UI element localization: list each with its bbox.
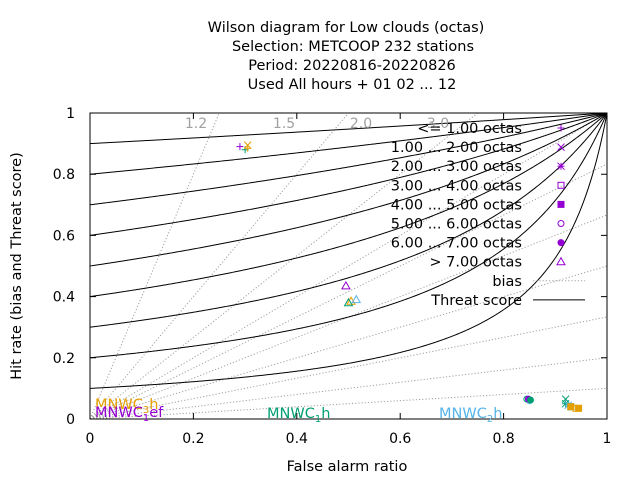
bias-line <box>90 113 607 419</box>
legend-marker <box>557 124 565 132</box>
data-point <box>351 294 362 304</box>
bias-line <box>90 113 220 419</box>
bias-label: 1.5 <box>273 116 295 132</box>
chart-title: Wilson diagram for Low clouds (octas) Se… <box>208 20 485 93</box>
legend-marker <box>557 239 565 247</box>
bias-line <box>90 163 607 419</box>
legend-marker <box>557 143 565 151</box>
data-point <box>343 297 354 307</box>
data-point <box>575 404 583 412</box>
data-point <box>236 143 244 151</box>
legend-label: > 7.00 octas <box>429 255 522 271</box>
threat-score-curve <box>90 113 607 328</box>
bias-line <box>90 265 607 419</box>
y-tick-label: 0.6 <box>53 228 75 244</box>
legend-marker <box>556 256 566 266</box>
data-point <box>244 144 252 152</box>
legend-label: 3.00 ... 4.00 octas <box>391 178 522 194</box>
bias-label: 2.0 <box>350 116 372 132</box>
model-label: MNWC3h <box>95 397 158 416</box>
legend-label: 6.00 ... 7.00 octas <box>391 236 522 252</box>
legend-label: 1.00 ... 2.00 octas <box>391 140 522 156</box>
threat-score-curve <box>90 113 607 267</box>
legend-label: <= 1.00 octas <box>417 121 522 137</box>
plot-frame <box>89 112 608 420</box>
threat-score-curve <box>90 113 607 206</box>
data-point <box>526 396 534 404</box>
bias-line <box>90 357 607 419</box>
x-tick-label: 0.4 <box>286 431 308 447</box>
bias-label: 3.0 <box>427 116 449 132</box>
legend-label: 5.00 ... 6.00 octas <box>391 217 522 233</box>
legend-label: 4.00 ... 5.00 octas <box>391 197 522 213</box>
y-axis-label: Hit rate (bias and Threat score) <box>9 152 25 380</box>
legend-threat-label: Threat score <box>430 293 522 309</box>
threat-score-curve <box>90 113 607 175</box>
data-point <box>561 399 570 408</box>
y-tick-label: 0.4 <box>53 290 75 306</box>
data-point <box>341 280 351 290</box>
model-label: MNWC2h <box>439 406 502 425</box>
title-line-3: Period: 20220816-20220826 <box>248 58 456 74</box>
title-line-2: Selection: METCOOP 232 stations <box>232 39 474 55</box>
legend-marker <box>557 220 565 227</box>
title-line-4: Used All hours + 01 02 ... 12 <box>248 77 457 93</box>
x-tick-label: 0.8 <box>492 431 514 447</box>
x-tick-label: 0 <box>86 431 95 447</box>
bias-label: 1.2 <box>185 116 207 132</box>
model-label: MNWC1ef <box>95 405 164 424</box>
x-axis-label: False alarm ratio <box>287 459 408 475</box>
legend-marker <box>557 162 565 171</box>
bias-line <box>90 113 479 419</box>
y-tick-label: 1 <box>66 106 75 122</box>
legend-marker <box>557 181 565 189</box>
threat-score-curve <box>90 113 607 236</box>
legend-bias-label: bias <box>492 274 522 290</box>
bias-line <box>90 316 607 419</box>
threat-score-curve <box>90 113 607 298</box>
x-tick-label: 1 <box>603 431 612 447</box>
threat-score-curve <box>90 115 607 389</box>
title-line-1: Wilson diagram for Low clouds (octas) <box>208 20 485 36</box>
x-tick-label: 0.2 <box>182 431 204 447</box>
threat-score-curve <box>90 114 607 359</box>
y-tick-label: 0.2 <box>53 351 75 367</box>
threat-score-curve <box>90 113 607 145</box>
model-label: MNWC1h <box>267 406 330 425</box>
y-tick-label: 0 <box>66 412 75 428</box>
y-tick-label: 0.8 <box>53 167 75 183</box>
legend-marker <box>557 200 565 208</box>
x-tick-label: 0.6 <box>389 431 411 447</box>
data-point <box>243 141 252 149</box>
legend-label: 2.00 ... 3.00 octas <box>391 159 522 175</box>
data-point <box>567 403 575 411</box>
